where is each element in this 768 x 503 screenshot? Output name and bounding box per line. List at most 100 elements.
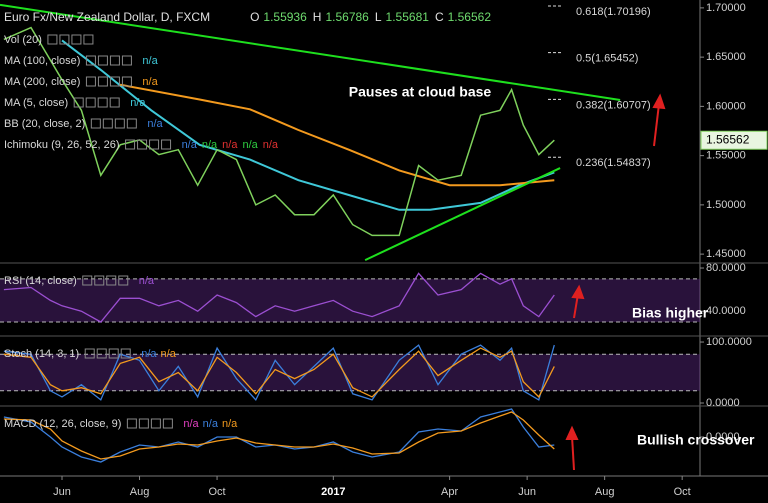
- ohlc-value: 1.56562: [448, 10, 492, 24]
- fib-label: 0.618(1.70196): [576, 6, 651, 18]
- panel-status: n/a: [183, 418, 199, 430]
- y-tick-label: 40.0000: [706, 305, 746, 317]
- legend-status: n/a: [147, 118, 163, 130]
- ohlc-value: 1.55936: [263, 10, 307, 24]
- chart-title: Euro Fx/New Zealand Dollar, D, FXCM: [4, 10, 210, 24]
- y-tick-label: 1.60000: [706, 100, 746, 112]
- legend-icon: [114, 118, 125, 129]
- fib-label: 0.5(1.65452): [576, 53, 638, 65]
- legend-icon: [125, 139, 136, 150]
- legend-status: n/a: [242, 139, 258, 151]
- y-tick-label: 100.0000: [706, 336, 752, 348]
- trendline: [364, 167, 561, 262]
- legend-icon: [85, 76, 96, 87]
- last-price-label: 1.56562: [706, 132, 750, 146]
- trendline: [0, 3, 621, 101]
- series-line: [3, 347, 555, 398]
- legend-status: n/a: [142, 76, 158, 88]
- panel-status: n/a: [161, 348, 177, 360]
- legend-label: MA (100, close): [4, 55, 80, 67]
- price-line: [3, 26, 555, 237]
- arrowhead: [565, 425, 579, 440]
- x-tick-label: Oct: [208, 486, 225, 498]
- panel-title: RSI (14, close): [4, 275, 77, 287]
- y-tick-label: 0.0000: [706, 431, 740, 443]
- legend-label: BB (20, close, 2): [4, 118, 85, 130]
- legend-label: MA (200, close): [4, 76, 80, 88]
- fib-label: 0.382(1.60707): [576, 99, 651, 111]
- arrowhead: [652, 93, 666, 110]
- legend-icon: [97, 76, 108, 87]
- legend-status: n/a: [130, 97, 146, 109]
- x-tick-label: Oct: [674, 486, 691, 498]
- band: [0, 354, 700, 391]
- y-tick-label: 1.55000: [706, 150, 746, 162]
- series-line: [61, 39, 555, 211]
- ohlc-value: 1.55681: [386, 10, 430, 24]
- legend-icon: [120, 348, 131, 359]
- x-tick-label: Jun: [53, 486, 71, 498]
- panel-title: MACD (12, 26, close, 9): [4, 418, 121, 430]
- last-price-tag: [700, 130, 768, 150]
- ohlc-label: L: [375, 10, 382, 24]
- legend-icon: [85, 97, 96, 108]
- legend-label: Ichimoku (9, 26, 52, 26): [4, 139, 120, 151]
- legend-icon: [97, 97, 108, 108]
- y-tick-label: 80.0000: [706, 262, 746, 274]
- x-tick-label: 2017: [321, 486, 345, 498]
- legend-icon: [90, 118, 101, 129]
- y-tick-label: 1.65000: [706, 51, 746, 63]
- series-line: [3, 411, 555, 460]
- legend-icon: [149, 139, 160, 150]
- arrow: [571, 435, 575, 471]
- legend-icon: [138, 418, 149, 429]
- legend-label: MA (5, close): [4, 97, 68, 109]
- panel-title: Stoch (14, 3, 1): [4, 348, 79, 360]
- legend-icon: [109, 55, 120, 66]
- ohlc-label: H: [313, 10, 322, 24]
- legend-icon: [73, 97, 84, 108]
- y-tick-label: 1.70000: [706, 2, 746, 14]
- ohlc-label: C: [435, 10, 444, 24]
- legend-icon: [85, 55, 96, 66]
- panel-status: n/a: [139, 275, 155, 287]
- annotation: Pauses at cloud base: [349, 84, 492, 100]
- x-tick-label: Aug: [130, 486, 150, 498]
- legend-status: n/a: [263, 139, 279, 151]
- legend-icon: [97, 55, 108, 66]
- legend-status: n/a: [182, 139, 198, 151]
- legend-icon: [126, 118, 137, 129]
- legend-icon: [108, 348, 119, 359]
- y-tick-label: 0.0000: [706, 397, 740, 409]
- y-tick-label: 1.45000: [706, 248, 746, 260]
- band: [0, 278, 700, 323]
- legend-icon: [96, 348, 107, 359]
- annotation: Bullish crossover: [637, 432, 755, 448]
- legend-icon: [109, 76, 120, 87]
- legend-status: n/a: [222, 139, 238, 151]
- legend-icon: [47, 34, 58, 45]
- legend-icon: [106, 275, 117, 286]
- legend-icon: [109, 97, 120, 108]
- legend-icon: [121, 76, 132, 87]
- legend-icon: [82, 275, 93, 286]
- arrowhead: [571, 284, 585, 300]
- panel-status: n/a: [203, 418, 219, 430]
- legend-label: Vol (20): [4, 34, 42, 46]
- legend-icon: [126, 418, 137, 429]
- series-line: [3, 408, 555, 463]
- legend-icon: [83, 34, 94, 45]
- legend-icon: [102, 118, 113, 129]
- panel-status: n/a: [222, 418, 238, 430]
- annotation: Bias higher: [632, 305, 709, 321]
- legend-icon: [162, 418, 173, 429]
- arrows: [565, 93, 666, 471]
- legend-icon: [84, 348, 95, 359]
- legend-icon: [121, 55, 132, 66]
- series-line: [3, 272, 555, 323]
- legend-icon: [71, 34, 82, 45]
- legend-icon: [137, 139, 148, 150]
- x-tick-label: Aug: [595, 486, 615, 498]
